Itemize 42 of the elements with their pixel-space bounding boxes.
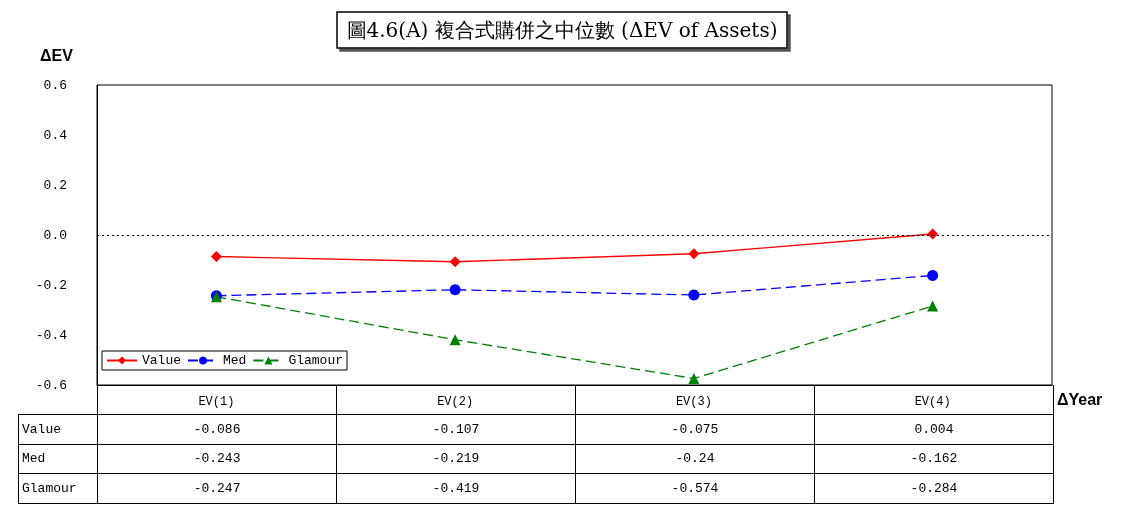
point <box>927 228 939 240</box>
y-tick-label: -0.4 <box>35 327 68 343</box>
point <box>449 256 461 268</box>
legend-label: Glamour <box>288 353 344 368</box>
data-label: -0.162 <box>814 444 1054 474</box>
point <box>927 300 939 312</box>
y-axis-title: ΔEV <box>40 46 74 64</box>
data-label: -0.243 <box>97 444 337 474</box>
y-tick-label: -0.6 <box>35 377 67 393</box>
x-tick-label: EV(2) <box>437 395 474 409</box>
x-tick-label: EV(4) <box>914 395 951 409</box>
point <box>688 289 700 301</box>
data-label: -0.219 <box>336 444 576 474</box>
x-axis-title: ΔYear <box>1057 390 1103 408</box>
data-label: -0.086 <box>97 414 337 444</box>
data-label: -0.574 <box>575 473 815 503</box>
data-label: -0.247 <box>97 473 337 503</box>
legend-label: Med <box>223 353 247 368</box>
point <box>449 334 461 346</box>
y-tick-label: 0.4 <box>43 127 68 143</box>
point <box>210 251 222 262</box>
legend-label: Value <box>142 353 182 368</box>
data-label: -0.107 <box>336 414 576 444</box>
data-label: -0.419 <box>336 473 576 503</box>
data-label: -0.075 <box>575 414 815 444</box>
data-label: -0.284 <box>814 473 1054 503</box>
point <box>449 284 461 296</box>
point <box>688 373 700 384</box>
y-tick-label: 0.6 <box>43 77 67 93</box>
x-tick-label: EV(1) <box>198 395 235 409</box>
x-tick-label: EV(3) <box>675 395 712 409</box>
chart-title: 圖4.6(A) 複合式購併之中位數 (ΔEV of Assets) <box>346 18 778 42</box>
y-tick-label: 0.2 <box>43 177 67 193</box>
text: Med <box>22 451 46 467</box>
y-tick-label: 0.0 <box>43 227 67 243</box>
data-label: -0.24 <box>575 444 815 474</box>
data-label: 0.004 <box>814 414 1054 444</box>
text: Value <box>22 421 62 437</box>
text: Glamour <box>22 480 77 496</box>
point <box>688 248 700 260</box>
point <box>927 270 939 281</box>
y-tick-label: -0.2 <box>35 277 67 293</box>
